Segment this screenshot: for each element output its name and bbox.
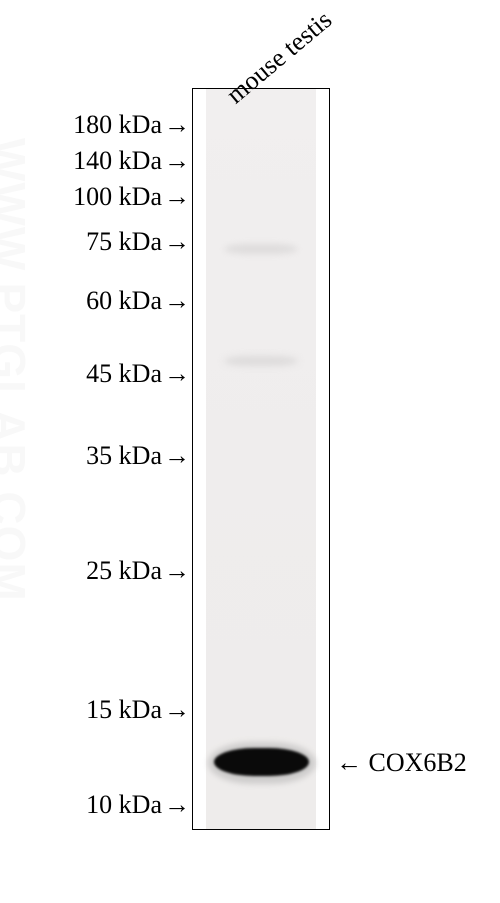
marker-25: 25 kDa→ [86,556,190,586]
lane-strip [206,89,316,829]
faint-band-1 [224,244,298,254]
target-protein-name: COX6B2 [369,748,467,777]
target-label: ← COX6B2 [336,748,467,778]
arrow-left-icon: ← [336,748,362,777]
arrow-icon: → [164,441,190,471]
arrow-icon: → [164,695,190,725]
arrow-icon: → [164,359,190,389]
marker-45: 45 kDa→ [86,359,190,389]
marker-text: 100 kDa [73,182,162,211]
faint-band-2 [224,356,298,366]
marker-15: 15 kDa→ [86,695,190,725]
watermark: WWW.PTGLAB.COM [0,138,36,602]
marker-text: 180 kDa [73,110,162,139]
arrow-icon: → [164,146,190,176]
marker-text: 15 kDa [86,695,162,724]
marker-75: 75 kDa→ [86,227,190,257]
marker-60: 60 kDa→ [86,286,190,316]
marker-text: 25 kDa [86,556,162,585]
marker-text: 10 kDa [86,790,162,819]
marker-100: 100 kDa→ [73,182,190,212]
marker-text: 35 kDa [86,441,162,470]
arrow-icon: → [164,227,190,257]
marker-text: 140 kDa [73,146,162,175]
arrow-icon: → [164,286,190,316]
marker-35: 35 kDa→ [86,441,190,471]
marker-180: 180 kDa→ [73,110,190,140]
marker-text: 45 kDa [86,359,162,388]
arrow-icon: → [164,556,190,586]
target-band [214,748,309,776]
marker-text: 75 kDa [86,227,162,256]
marker-10: 10 kDa→ [86,790,190,820]
arrow-icon: → [164,182,190,212]
arrow-icon: → [164,790,190,820]
marker-text: 60 kDa [86,286,162,315]
arrow-icon: → [164,110,190,140]
marker-140: 140 kDa→ [73,146,190,176]
